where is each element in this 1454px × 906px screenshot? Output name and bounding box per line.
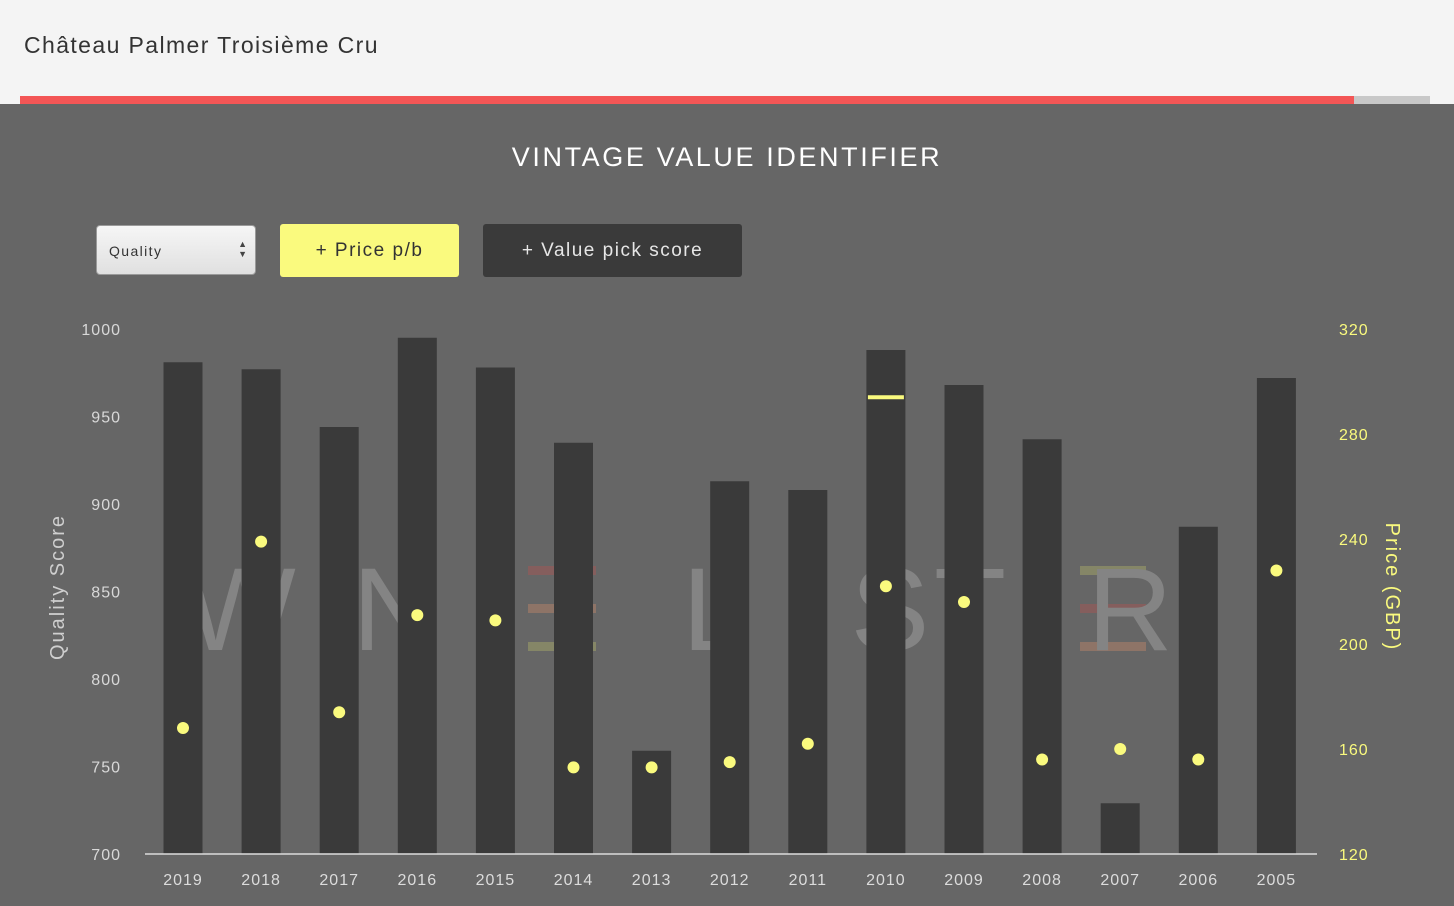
x-tick-label: 2015 <box>476 872 516 889</box>
price-dot[interactable] <box>489 614 502 627</box>
price-dot[interactable] <box>567 761 580 774</box>
x-tick-label: 2008 <box>1022 872 1062 889</box>
watermark-e-stroke <box>1080 566 1146 575</box>
y2-tick-label: 160 <box>1339 742 1369 759</box>
price-dot[interactable] <box>1036 753 1049 766</box>
x-tick-label: 2013 <box>632 872 672 889</box>
x-tick-label: 2014 <box>554 872 594 889</box>
quality-bar[interactable] <box>944 385 984 854</box>
y-tick-label: 800 <box>91 672 121 689</box>
chart-labels: 2019 2018 2017 2016 2015 2014 2013 2012 2011 2010… <box>47 322 1403 889</box>
quality-bar[interactable] <box>1100 803 1140 854</box>
price-dot[interactable] <box>411 609 424 622</box>
x-tick-label: 2010 <box>866 872 906 889</box>
x-tick-label: 2017 <box>319 872 359 889</box>
price-dot[interactable] <box>958 596 970 608</box>
add-price-button[interactable]: + Price p/b <box>280 224 459 277</box>
metric-select-value: Quality <box>109 243 163 259</box>
quality-bar[interactable] <box>397 337 437 854</box>
x-tick-label: 2018 <box>241 872 281 889</box>
quality-bar[interactable] <box>1022 439 1062 854</box>
wine-title: Château Palmer Troisième Cru <box>24 32 379 58</box>
x-tick-label: 2007 <box>1100 872 1140 889</box>
quality-bar[interactable] <box>319 427 359 854</box>
quality-bar[interactable] <box>788 490 828 854</box>
quality-bar[interactable] <box>241 369 281 854</box>
x-tick-label: 2005 <box>1257 872 1297 889</box>
y2-tick-label: 240 <box>1339 532 1369 549</box>
watermark-e-stroke <box>1080 604 1146 613</box>
watermark-e-stroke <box>1080 642 1146 651</box>
add-value-pick-button[interactable]: + Value pick score <box>483 224 742 277</box>
select-arrows-icon: ▲ ▼ <box>238 239 247 259</box>
y-tick-label: 950 <box>91 410 121 427</box>
quality-bar[interactable] <box>475 367 515 855</box>
price-dot[interactable] <box>879 580 892 593</box>
metric-select[interactable]: Quality ▲ ▼ <box>96 225 256 275</box>
y2-tick-label: 120 <box>1339 847 1369 864</box>
quality-bar[interactable] <box>554 442 593 854</box>
y-axis-title: Quality Score <box>47 514 69 660</box>
x-tick-label: 2012 <box>710 872 750 889</box>
y-tick-label: 850 <box>91 585 121 602</box>
watermark-letter: R <box>1087 544 1172 676</box>
y2-axis-title: Price (GBP) <box>1381 523 1403 652</box>
y2-tick-label: 320 <box>1339 322 1369 339</box>
y-tick-label: 900 <box>91 497 121 514</box>
quality-bar[interactable] <box>1256 378 1296 854</box>
progress-fill <box>20 96 1354 104</box>
price-dots <box>177 535 1283 774</box>
y2-tick-label: 200 <box>1339 637 1369 654</box>
price-dot[interactable] <box>645 761 658 774</box>
highlight-marker <box>867 395 904 400</box>
quality-bar[interactable] <box>1178 526 1218 854</box>
x-tick-label: 2011 <box>789 872 827 889</box>
panel-title: VINTAGE VALUE IDENTIFIER <box>511 142 943 172</box>
highlight-markers <box>867 395 904 400</box>
price-dot[interactable] <box>177 722 189 734</box>
y-tick-label: 1000 <box>81 322 121 339</box>
price-dot[interactable] <box>1270 564 1283 577</box>
price-dot[interactable] <box>333 706 346 719</box>
x-tick-label: 2016 <box>398 872 438 889</box>
page-header: Château Palmer Troisième Cru <box>0 0 1454 96</box>
x-tick-label: 2009 <box>944 872 984 889</box>
price-dot[interactable] <box>255 535 268 548</box>
quality-bar[interactable] <box>163 362 203 854</box>
y2-tick-label: 280 <box>1339 427 1369 444</box>
price-dot[interactable] <box>1114 743 1127 755</box>
x-tick-label: 2006 <box>1179 872 1219 889</box>
price-dot[interactable] <box>801 737 814 750</box>
quality-bar[interactable] <box>866 350 906 854</box>
quality-price-chart: WNLSTR 201920182017201620152014201320122… <box>47 322 1403 889</box>
progress-bar <box>20 96 1430 104</box>
y-tick-label: 750 <box>91 760 121 777</box>
y-tick-label: 700 <box>91 847 121 864</box>
price-dot[interactable] <box>723 756 736 769</box>
quality-bars <box>163 337 1296 855</box>
price-dot[interactable] <box>1192 753 1205 766</box>
x-tick-label: 2019 <box>163 872 203 889</box>
vintage-value-panel: VINTAGE VALUE IDENTIFIER Quality ▲ ▼ + Pr… <box>0 104 1454 906</box>
quality-bar[interactable] <box>710 481 750 854</box>
